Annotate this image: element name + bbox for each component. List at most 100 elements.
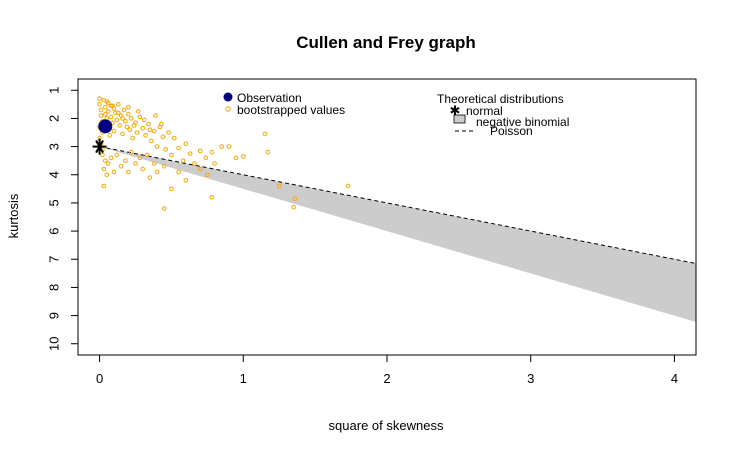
bootstrapped-point [276,183,282,189]
legend-negative-binomial-label: negative binomial [476,115,569,129]
legend-bootstrapped-label: bootstrapped values [237,103,345,117]
bootstrapped-point [143,133,148,138]
bootstrapped-point [233,155,239,161]
plot-frame [77,78,697,356]
legend-observation-label: Observation [237,91,302,105]
bootstrapped-point [187,151,193,156]
x-tick-label: 3 [527,371,534,386]
legend-observation-marker [223,92,233,102]
bootstrapped-point [128,116,134,121]
bootstrapped-point [126,104,131,110]
legend-observations: Observation bootstrapped values [223,91,345,117]
bootstrapped-point [140,166,145,172]
bootstrapped-point [151,128,157,134]
bootstrapped-point [115,110,121,116]
y-axis-label: kurtosis [6,193,21,238]
bootstrapped-point [147,127,153,132]
bootstrapped-point [180,158,186,163]
bootstrapped-point [130,135,135,141]
bootstrapped-point [148,138,154,144]
x-tick-label: 1 [240,371,247,386]
bootstrapped-point [123,158,128,163]
bootstrapped-point [197,166,203,172]
x-axis: 0 1 2 3 4 [96,354,678,386]
bootstrapped-point [153,113,158,118]
bootstrapped-point [111,169,117,175]
bootstrapped-point [127,127,133,132]
bootstrapped-point [203,155,209,161]
x-tick-label: 4 [671,371,678,386]
bootstrapped-point [107,133,112,138]
bootstrapped-point [123,118,128,124]
bootstrapped-point [291,204,296,210]
bootstrapped-point [183,141,189,147]
bootstrapped-point [108,103,114,109]
bootstrapped-point [147,175,153,180]
bootstrapped-point [169,186,174,192]
bootstrapped-point [113,110,118,116]
bootstrapped-point [104,99,110,104]
bootstrapped-point [126,169,131,175]
y-tick-label: 8 [47,284,62,291]
bootstrapped-point [118,164,124,169]
y-tick-label: 4 [47,171,62,178]
bootstrapped-point [159,121,164,127]
bootstrapped-point [240,154,246,159]
bootstrapped-point [137,114,143,120]
bootstrapped-point [110,103,115,109]
bootstrapped-point [101,183,107,189]
bootstrapped-point [169,152,174,158]
bootstrapped-point [128,149,134,155]
observation-point [98,119,113,134]
y-tick-label: 2 [47,115,62,122]
chart-title: Cullen and Frey graph [296,33,475,52]
bootstrapped-point [104,172,110,178]
bootstrapped-point [101,166,107,172]
normal-point-marker [92,138,107,155]
bootstrapped-point [103,104,108,110]
legend-negative-binomial-marker [453,114,466,124]
y-tick-label: 10 [47,337,62,351]
bootstrapped-point [176,145,181,151]
bootstrapped-point [163,147,168,152]
bootstrapped-point [134,130,140,135]
y-tick-label: 9 [47,312,62,319]
bootstrapped-point [141,117,147,123]
y-tick-label: 6 [47,227,62,234]
y-tick-label: 1 [47,87,62,94]
bootstrapped-point [105,109,111,114]
legend-normal-marker: ✱ [450,104,461,119]
poisson-line [99,146,697,264]
bootstrapped-point [144,152,150,158]
bootstrapped-point [108,155,114,161]
x-tick-label: 2 [383,371,390,386]
bootstrapped-point [117,123,122,128]
bootstrapped-point [183,178,189,183]
legend-normal-label: normal [466,104,503,118]
legend-bootstrapped-marker [225,106,231,112]
bootstrapped-point [219,144,225,149]
bootstrapped-point [176,169,181,175]
bootstrapped-point [166,130,171,135]
bootstrapped-point [114,117,120,123]
bootstrapped-point [171,135,177,141]
bootstrapped-point [146,121,151,127]
bootstrapped-point [140,125,145,131]
bootstrapped-point [111,128,117,134]
bootstrapped-point [151,161,157,166]
bootstrapped-point [154,169,160,175]
bootstrapped-point [121,107,127,113]
bootstrapped-point [345,183,351,189]
bootstrapped-point [103,111,108,117]
y-axis: 1 2 3 4 5 6 7 8 9 10 [47,87,79,351]
bootstrapped-point [292,196,298,201]
bootstrapped-point [103,158,108,163]
x-axis-label: square of skewness [329,418,444,433]
bootstrapped-point [120,116,125,121]
plot-area [92,96,697,323]
bootstrapped-point [97,96,102,102]
bootstrapped-point [120,131,125,137]
y-tick-label: 7 [47,256,62,263]
bootstrapped-point [115,102,121,107]
